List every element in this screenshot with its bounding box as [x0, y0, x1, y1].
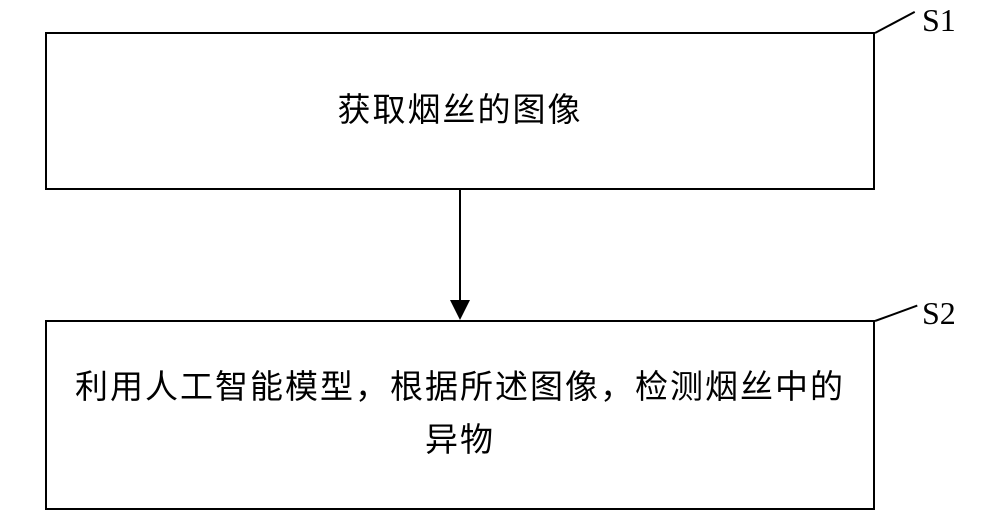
label-leader-s2 [875, 305, 918, 322]
step-s1-label: S1 [922, 2, 956, 39]
step-s2-label: S2 [922, 295, 956, 332]
step-s2-text: 利用人工智能模型，根据所述图像，检测烟丝中的异物 [67, 362, 853, 468]
flowchart-container: 获取烟丝的图像 S1 利用人工智能模型，根据所述图像，检测烟丝中的异物 S2 [0, 0, 1000, 531]
flowchart-arrow [458, 190, 462, 320]
step-s1-text: 获取烟丝的图像 [338, 85, 583, 138]
flowchart-step-s1: 获取烟丝的图像 [45, 32, 875, 190]
arrow-line [459, 190, 461, 305]
flowchart-step-s2: 利用人工智能模型，根据所述图像，检测烟丝中的异物 [45, 320, 875, 510]
arrow-head-icon [450, 300, 470, 320]
label-leader-s1 [875, 11, 916, 34]
